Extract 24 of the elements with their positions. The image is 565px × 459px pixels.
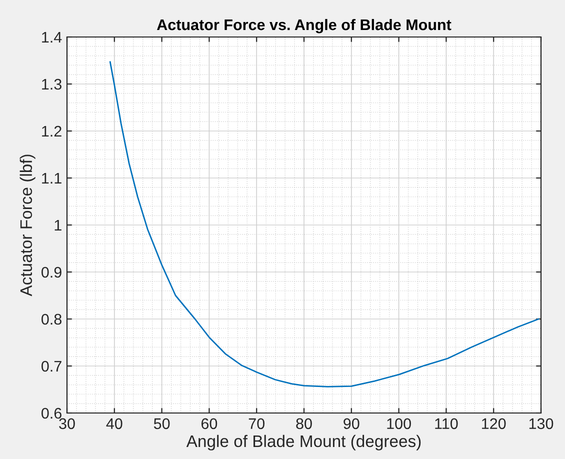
- x-tick-label: 110: [435, 418, 458, 430]
- chart-title: Actuator Force vs. Angle of Blade Mount: [156, 18, 452, 34]
- x-tick-label: 130: [529, 418, 554, 430]
- x-tick-label: 30: [59, 418, 75, 430]
- y-axis-title: Actuator Force (lbf): [20, 154, 36, 296]
- y-tick-label: 0.9: [42, 266, 62, 278]
- y-tick-label: 1.3: [42, 78, 62, 90]
- x-tick-label: 120: [482, 418, 506, 430]
- x-tick-label: 60: [201, 418, 218, 430]
- x-tick-label: 80: [296, 418, 312, 430]
- y-tick-label: 0.8: [42, 314, 62, 325]
- y-tick-label: 1: [54, 220, 62, 231]
- x-tick-label: 40: [106, 418, 122, 430]
- y-tick-label: 1.2: [42, 126, 62, 137]
- line-series: [109, 61, 540, 388]
- x-tick-label: 100: [387, 418, 411, 430]
- y-tick-label: 1.4: [42, 32, 62, 43]
- x-tick-label: 90: [344, 418, 360, 430]
- x-tick-label: 70: [248, 418, 264, 430]
- x-tick-label: 50: [154, 418, 170, 430]
- y-tick-label: 0.6: [42, 408, 62, 419]
- x-axis-title: Angle of Blade Mount (degrees): [186, 434, 421, 450]
- y-tick-label: 1.1: [42, 173, 62, 184]
- y-tick-label: 0.7: [42, 360, 62, 372]
